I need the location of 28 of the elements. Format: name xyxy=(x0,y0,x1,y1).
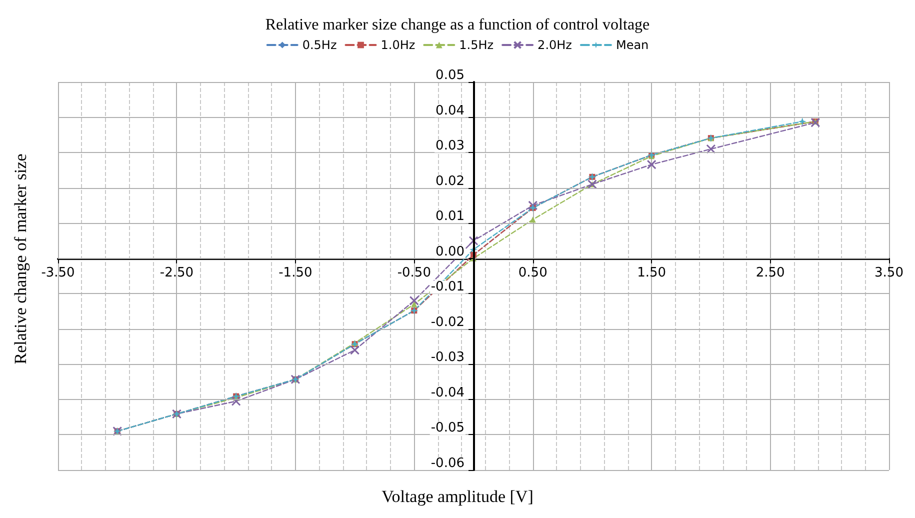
y-tick-label: 0.03 xyxy=(436,138,464,154)
y-tick-label: -0.02 xyxy=(430,314,464,330)
y-tick-label: -0.03 xyxy=(430,350,464,366)
x-tick-label: 2.50 xyxy=(756,265,785,280)
legend-label: Mean xyxy=(616,38,649,52)
y-tick-label: -0.04 xyxy=(430,385,464,400)
y-tick-label: -0.01 xyxy=(430,280,464,295)
y-tick-label: 0.01 xyxy=(436,209,464,224)
legend-label: 1.5Hz xyxy=(459,38,494,52)
legend-label: 2.0Hz xyxy=(538,38,572,52)
x-tick-label: -3.50 xyxy=(41,265,75,280)
legend-label: 0.5Hz xyxy=(302,38,337,52)
y-tick-label: 0.05 xyxy=(436,68,464,83)
y-tick-label: -0.06 xyxy=(430,456,464,471)
y-tick-label: 0.00 xyxy=(436,244,464,260)
x-tick-label: -2.50 xyxy=(160,265,194,280)
x-tick-label: 3.50 xyxy=(874,265,904,280)
x-axis-title: Voltage amplitude [V] xyxy=(382,487,534,506)
x-tick-label: 0.50 xyxy=(518,265,548,280)
y-tick-label: -0.05 xyxy=(430,420,464,436)
chart-title: Relative marker size change as a function of control voltage xyxy=(265,16,650,34)
y-tick-label: 0.02 xyxy=(436,174,464,189)
legend-label: 1.0Hz xyxy=(380,38,416,52)
x-tick-label: -1.50 xyxy=(278,265,312,280)
x-tick-label: 1.50 xyxy=(637,265,666,280)
y-tick-label: 0.04 xyxy=(436,103,464,118)
x-tick-label: -0.50 xyxy=(397,265,431,280)
y-axis-title: Relative change of marker size xyxy=(11,154,30,364)
